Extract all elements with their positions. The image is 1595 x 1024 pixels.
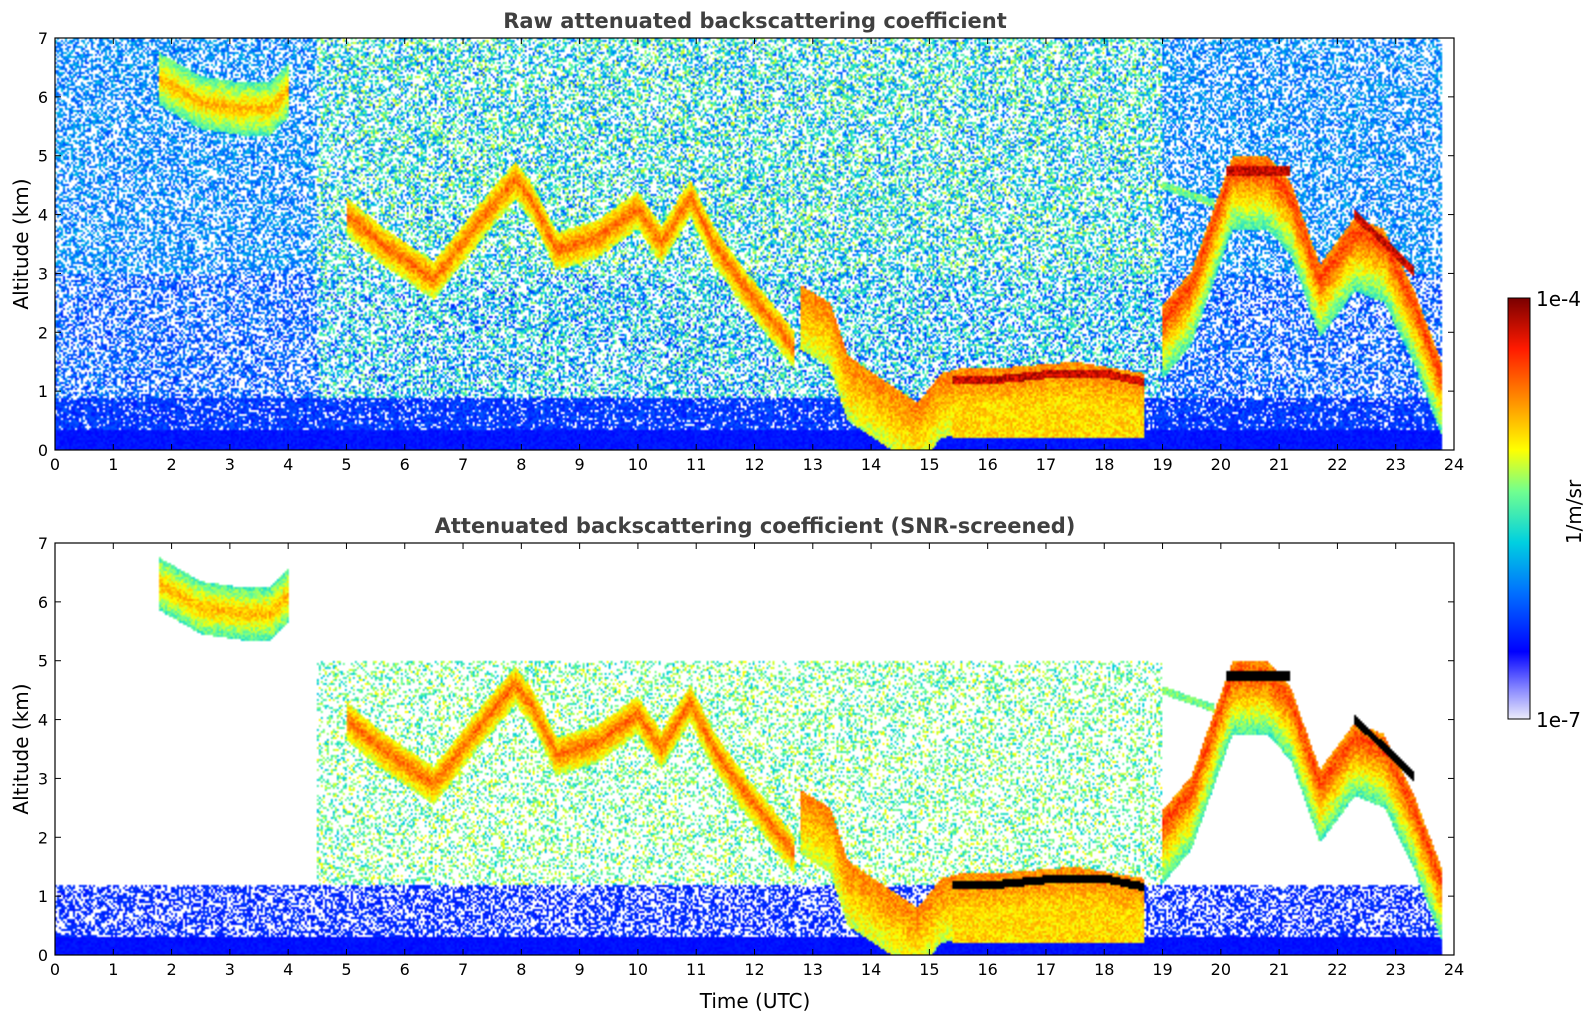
colorbar-unit-label: 1/m/sr <box>1562 479 1586 544</box>
y-tick-label: 0 <box>38 946 48 965</box>
x-tick-label: 10 <box>628 960 648 979</box>
x-tick-label: 7 <box>458 960 468 979</box>
x-tick-label: 5 <box>341 960 351 979</box>
x-tick-label: 12 <box>744 960 764 979</box>
panel-screened-axes: 0 1 2 3 4 5 6 7 8 9 10 11 12 13 14 15 16 17 18 19 20 21 22 23 24… <box>38 534 1464 979</box>
x-tick-label: 11 <box>686 455 706 474</box>
y-tick-label: 5 <box>38 652 48 671</box>
panel-screened-heatmap <box>55 543 1454 955</box>
x-tick-label: 4 <box>283 960 293 979</box>
y-tick-label: 4 <box>38 711 48 730</box>
x-tick-label: 24 <box>1444 960 1464 979</box>
x-tick-label: 2 <box>166 455 176 474</box>
x-tick-label: 8 <box>516 960 526 979</box>
y-tick-label: 7 <box>38 534 48 553</box>
x-tick-label: 22 <box>1327 455 1347 474</box>
colorbar-gradient <box>1507 297 1531 720</box>
panel-screened-title: Attenuated backscattering coefficient (S… <box>435 514 1076 538</box>
x-tick-label: 12 <box>744 455 764 474</box>
colorbar-max-label: 1e-4 <box>1536 287 1581 311</box>
x-tick-label: 19 <box>1152 960 1172 979</box>
x-tick-label: 19 <box>1152 455 1172 474</box>
x-tick-label: 16 <box>977 455 997 474</box>
x-tick-label: 18 <box>1094 455 1114 474</box>
x-tick-label: 0 <box>50 455 60 474</box>
y-tick-label: 3 <box>38 769 48 788</box>
panel-raw-ylabel: Altitude (km) <box>9 178 33 309</box>
x-tick-label: 21 <box>1269 960 1289 979</box>
x-tick-label: 23 <box>1386 455 1406 474</box>
x-tick-label: 5 <box>341 455 351 474</box>
panel-raw: Raw attenuated backscattering coefficien… <box>9 9 1464 474</box>
x-tick-label: 7 <box>458 455 468 474</box>
x-tick-label: 20 <box>1211 455 1231 474</box>
x-tick-label: 9 <box>575 960 585 979</box>
x-tick-label: 22 <box>1327 960 1347 979</box>
y-tick-label: 4 <box>38 206 48 225</box>
x-tick-label: 9 <box>575 455 585 474</box>
x-tick-label: 6 <box>400 455 410 474</box>
y-tick-label: 0 <box>38 441 48 460</box>
x-tick-label: 3 <box>225 960 235 979</box>
y-tick-label: 6 <box>38 88 48 107</box>
panel-raw-axes: 0 1 2 3 4 5 6 7 8 9 10 11 12 13 14 15 16 17 18 19 20 21 22 23 24… <box>38 29 1464 474</box>
x-tick-label: 24 <box>1444 455 1464 474</box>
y-tick-label: 2 <box>38 323 48 342</box>
panel-screened: Attenuated backscattering coefficient (S… <box>9 514 1464 1013</box>
x-tick-label: 17 <box>1036 455 1056 474</box>
x-tick-label: 14 <box>861 455 881 474</box>
x-tick-label: 6 <box>400 960 410 979</box>
x-tick-label: 8 <box>516 455 526 474</box>
colorbar: 1e-4 1e-7 1/m/sr <box>1507 287 1586 732</box>
x-tick-label: 23 <box>1386 960 1406 979</box>
x-tick-label: 15 <box>919 455 939 474</box>
x-tick-label: 0 <box>50 960 60 979</box>
y-tick-label: 3 <box>38 264 48 283</box>
colorbar-min-label: 1e-7 <box>1536 708 1581 732</box>
y-tick-label: 6 <box>38 593 48 612</box>
x-tick-label: 18 <box>1094 960 1114 979</box>
panel-screened-ylabel: Altitude (km) <box>9 683 33 814</box>
x-tick-label: 17 <box>1036 960 1056 979</box>
panel-raw-heatmap <box>55 38 1454 450</box>
x-tick-label: 13 <box>803 960 823 979</box>
x-tick-label: 4 <box>283 455 293 474</box>
x-tick-label: 16 <box>977 960 997 979</box>
y-tick-label: 5 <box>38 147 48 166</box>
x-tick-label: 10 <box>628 455 648 474</box>
x-tick-label: 1 <box>108 455 118 474</box>
panel-screened-xlabel: Time (UTC) <box>699 989 811 1013</box>
x-tick-label: 15 <box>919 960 939 979</box>
y-tick-label: 7 <box>38 29 48 48</box>
x-tick-label: 3 <box>225 455 235 474</box>
x-tick-label: 14 <box>861 960 881 979</box>
x-tick-label: 11 <box>686 960 706 979</box>
x-tick-label: 13 <box>803 455 823 474</box>
x-tick-label: 20 <box>1211 960 1231 979</box>
y-tick-label: 1 <box>38 382 48 401</box>
x-tick-label: 2 <box>166 960 176 979</box>
x-tick-label: 21 <box>1269 455 1289 474</box>
panel-raw-title: Raw attenuated backscattering coefficien… <box>503 9 1007 33</box>
y-tick-label: 1 <box>38 887 48 906</box>
y-tick-label: 2 <box>38 828 48 847</box>
x-tick-label: 1 <box>108 960 118 979</box>
